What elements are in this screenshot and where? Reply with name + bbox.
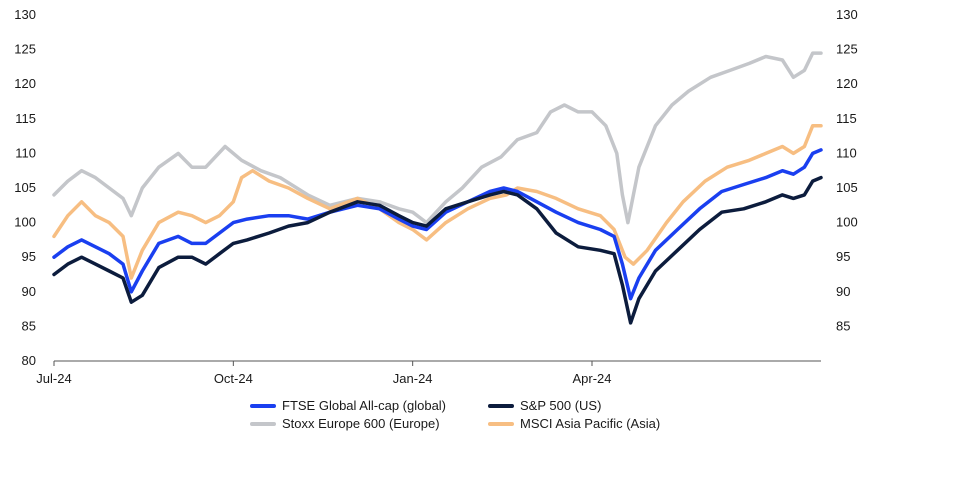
legend-label-2: FTSE Global All-cap (global) xyxy=(282,398,446,413)
y-tick-right-130: 130 xyxy=(836,7,858,22)
legend-label-0: Stoxx Europe 600 (Europe) xyxy=(282,416,440,431)
y-tick-right-120: 120 xyxy=(836,76,858,91)
x-axis: Jul-24 Oct-24 Jan-24 Apr-24 xyxy=(36,361,612,386)
x-tick-label: Jan-24 xyxy=(393,371,433,386)
y-tick-left-110: 110 xyxy=(15,145,36,160)
legend: FTSE Global All-cap (global) S&P 500 (US)… xyxy=(250,398,660,431)
y-tick-left-85: 85 xyxy=(22,318,36,333)
y-tick-left-80: 80 xyxy=(22,353,36,368)
y-tick-left-125: 125 xyxy=(14,42,36,57)
legend-label-3: S&P 500 (US) xyxy=(520,398,601,413)
y-axis-left: 80 85 90 95 100 105 110 115 120 125 130 xyxy=(14,7,36,368)
y-tick-left-115: 115 xyxy=(15,111,36,126)
series-line-0 xyxy=(52,51,823,225)
y-tick-left-105: 105 xyxy=(14,180,36,195)
y-tick-left-100: 100 xyxy=(14,215,36,230)
y-tick-right-105: 105 xyxy=(836,180,858,195)
y-tick-right-90: 90 xyxy=(836,284,850,299)
series-line-2 xyxy=(52,148,823,301)
legend-label-1: MSCI Asia Pacific (Asia) xyxy=(520,416,660,431)
y-tick-right-95: 95 xyxy=(836,249,850,264)
x-tick-label: Apr-24 xyxy=(572,371,611,386)
series-line-3 xyxy=(52,175,823,325)
y-tick-left-95: 95 xyxy=(22,249,36,264)
y-tick-left-130: 130 xyxy=(14,7,36,22)
y-tick-right-125: 125 xyxy=(836,42,858,57)
series-group xyxy=(52,51,823,325)
y-tick-right-115: 115 xyxy=(836,111,857,126)
x-tick-label: Jul-24 xyxy=(36,371,71,386)
y-tick-left-120: 120 xyxy=(14,76,36,91)
y-tick-right-100: 100 xyxy=(836,215,858,230)
y-tick-right-110: 110 xyxy=(836,145,857,160)
y-tick-right-85: 85 xyxy=(836,318,850,333)
y-axis-right: 85 90 95 100 105 110 115 120 125 130 xyxy=(836,7,858,333)
series-line-1 xyxy=(52,123,823,280)
x-tick-label: Oct-24 xyxy=(214,371,253,386)
y-tick-left-90: 90 xyxy=(22,284,36,299)
